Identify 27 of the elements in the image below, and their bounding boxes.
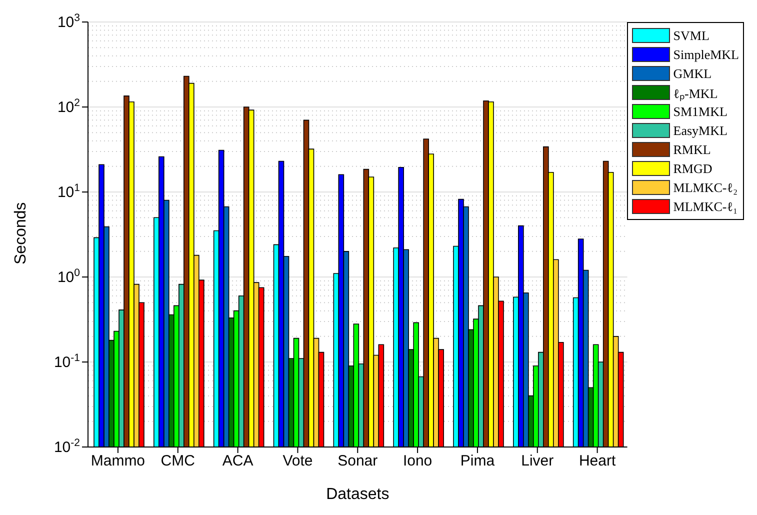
legend-label: ℓₚ-MKL xyxy=(673,84,718,102)
y-tick-label: 10$^{3}$ xyxy=(57,12,80,31)
legend-label: SimpleMKL xyxy=(673,46,739,62)
x-tick-label: Liver xyxy=(521,452,554,470)
legend-label: SVML xyxy=(673,28,710,44)
x-tick-label: Sonar xyxy=(338,452,378,470)
x-axis-title: Datasets xyxy=(326,486,390,503)
x-tick-label: CMC xyxy=(160,452,196,470)
y-tick-label: 10$^{-2}$ xyxy=(54,437,80,456)
x-tick-label: Pima xyxy=(460,452,496,470)
y-tick-label: 10$^{-1}$ xyxy=(54,352,80,371)
legend-label: RMKL xyxy=(673,142,711,158)
legend-label: MLMKC-ℓ₂ xyxy=(673,180,738,196)
x-tick-label: Heart xyxy=(578,452,616,470)
legend-label: GMKL xyxy=(673,66,712,82)
x-tick-label: ACA xyxy=(222,452,254,470)
x-tick-label: Iono xyxy=(402,452,432,470)
y-tick-label: 10$^{2}$ xyxy=(57,97,80,116)
legend-label: RMGD xyxy=(673,160,712,176)
legend-label: MLMKC-ℓ₁ xyxy=(673,198,738,214)
y-axis-title: Seconds xyxy=(12,202,30,264)
x-tick-label: Mammo xyxy=(90,452,146,470)
y-tick-label: 10$^{0}$ xyxy=(57,267,80,286)
y-tick-label: 10$^{1}$ xyxy=(57,182,80,201)
legend-label: SM1MKL xyxy=(673,104,728,120)
legend-label: EasyMKL xyxy=(673,122,728,138)
x-tick-label: Vote xyxy=(282,452,313,470)
